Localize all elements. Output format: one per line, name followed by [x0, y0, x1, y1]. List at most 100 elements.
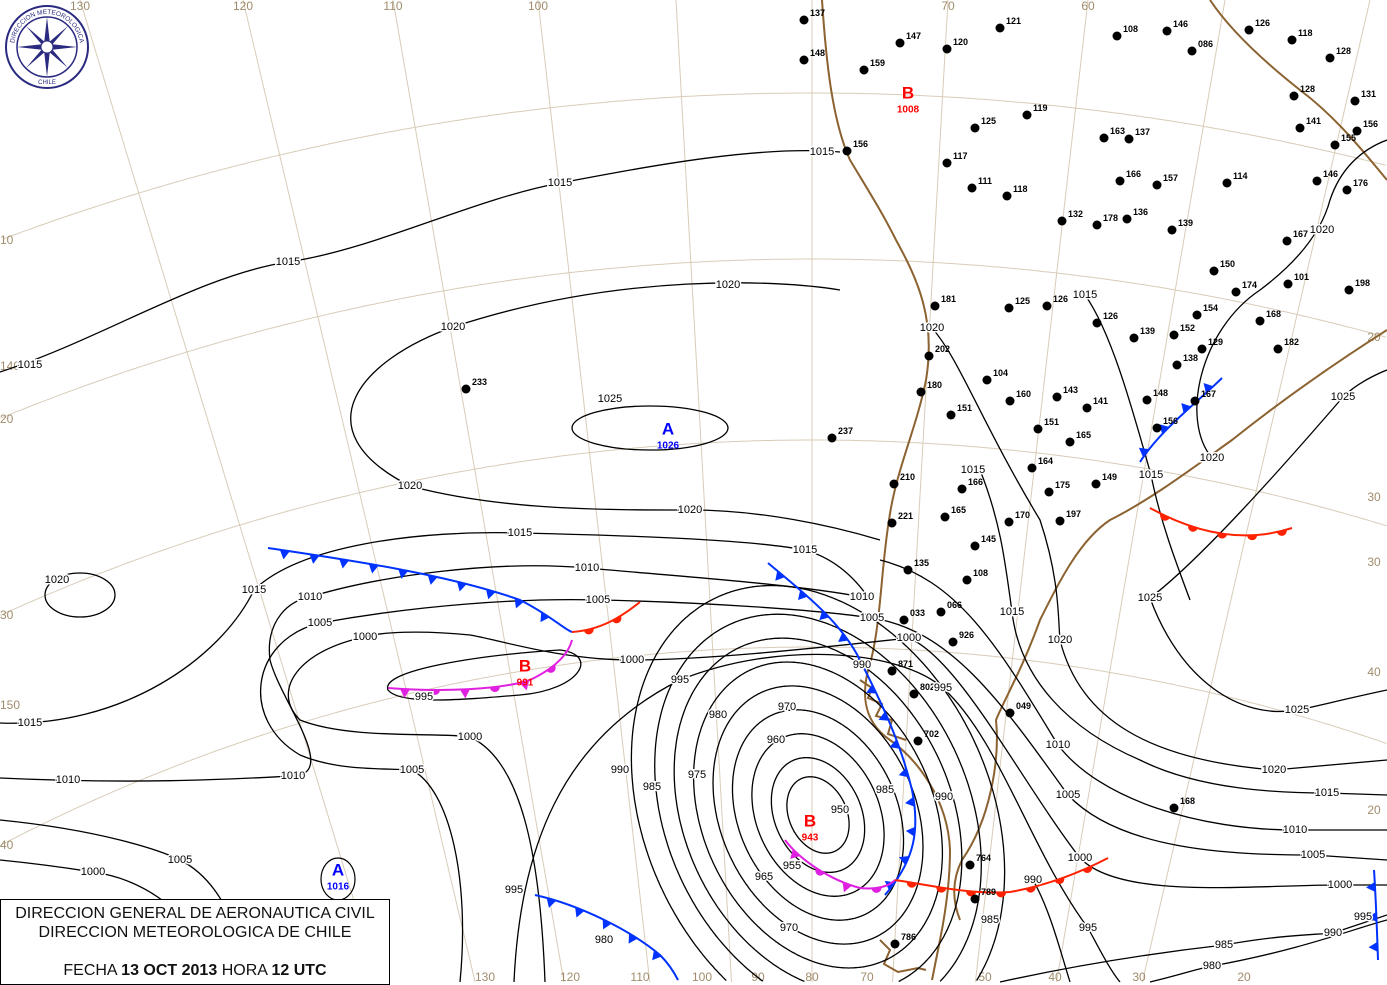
station-number: 135 — [914, 558, 929, 568]
station-circle-icon — [1092, 220, 1102, 230]
front-triangle-icon — [819, 610, 830, 621]
front-semicircle-icon — [546, 664, 556, 673]
station-circle-icon — [859, 65, 869, 75]
warm-front — [1149, 507, 1293, 537]
station-plot: 118 — [1287, 28, 1313, 45]
isobar-label: 1000 — [458, 731, 482, 743]
isobar-line — [786, 776, 850, 854]
station-plot: 131 — [1350, 89, 1376, 106]
time-prefix: HORA — [221, 962, 268, 979]
station-plot: 086 — [1187, 39, 1213, 56]
meridian-line — [1056, 0, 1226, 983]
station-circle-icon — [1342, 185, 1352, 195]
isobar-label: 1000 — [81, 866, 105, 878]
isobar-label: 1000 — [620, 654, 644, 666]
caption-agency: DIRECCION GENERAL DE AERONAUTICA CIVIL — [15, 905, 375, 922]
meridian-line — [675, 0, 732, 983]
isobar-label: 1015 — [18, 359, 42, 371]
station-plot: 146 — [1312, 169, 1338, 186]
isobar-label: 985 — [981, 914, 999, 926]
graticule-label: 20 — [1237, 970, 1251, 984]
station-circle-icon — [842, 146, 852, 156]
isobar-label: 1010 — [850, 591, 874, 603]
front-triangle-icon — [628, 933, 638, 944]
isobar-line — [1084, 294, 1191, 601]
front-triangle-icon — [878, 711, 889, 721]
station-number: 175 — [1055, 480, 1070, 490]
graticule-label: 110 — [630, 970, 649, 984]
front-triangle-icon — [309, 554, 320, 564]
station-number: 198 — [1355, 278, 1370, 288]
station-number: 114 — [1233, 171, 1248, 181]
station-plot: 139 — [1167, 218, 1193, 235]
isobar-label: 955 — [783, 860, 801, 872]
isobar-label: 1025 — [1331, 391, 1355, 403]
map-date: 13 OCT 2013 — [121, 962, 218, 979]
isobar-label: 1015 — [18, 717, 42, 729]
station-number: 789 — [981, 887, 996, 897]
station-circle-icon — [924, 351, 934, 361]
isobar-label: 1020 — [678, 504, 702, 516]
isobar-line — [350, 282, 881, 541]
isobar-label: 1015 — [1000, 606, 1024, 618]
station-plot: 104 — [982, 368, 1008, 385]
date-prefix: FECHA — [63, 962, 117, 979]
isobar-label: 1025 — [1138, 592, 1162, 604]
station-circle-icon — [982, 375, 992, 385]
station-number: 147 — [906, 31, 921, 41]
station-circle-icon — [1231, 287, 1241, 297]
front-triangle-icon — [842, 882, 852, 893]
station-plot: 145 — [970, 534, 996, 551]
isobar-label: 1020 — [1310, 224, 1334, 236]
front-triangle-icon — [1368, 941, 1378, 952]
isobars — [0, 139, 1387, 983]
station-plot: 141 — [1295, 116, 1321, 133]
station-circle-icon — [1005, 708, 1015, 718]
station-number: 139 — [1178, 218, 1193, 228]
station-number: 168 — [1180, 796, 1195, 806]
front-triangle-icon — [459, 689, 470, 699]
front-triangle-icon — [775, 570, 785, 581]
station-plot: 141 — [1082, 396, 1108, 413]
station-plot: 154 — [1192, 303, 1218, 320]
station-circle-icon — [1044, 487, 1054, 497]
cold-front — [534, 894, 679, 981]
station-plot: 167 — [1190, 389, 1216, 406]
isobar-label: 1015 — [548, 177, 572, 189]
station-circle-icon — [1152, 180, 1162, 190]
station-plot: 181 — [930, 294, 956, 311]
front-triangle-icon — [652, 950, 662, 961]
station-plot: 149 — [1091, 472, 1117, 489]
front-triangle-icon — [602, 919, 612, 930]
station-plot: 117 — [942, 151, 968, 168]
center-letter: A — [662, 419, 674, 438]
isobar-label: 1015 — [242, 584, 266, 596]
station-number: 156 — [1163, 416, 1178, 426]
isobar-label: 985 — [643, 781, 661, 793]
center-pressure: 991 — [517, 678, 534, 689]
compass-rose-icon: DIRECCION METEOROLOGICA CHILE — [5, 5, 89, 89]
station-circle-icon — [942, 44, 952, 54]
station-plot: 033 — [899, 608, 925, 625]
isobar-label: 985 — [876, 784, 894, 796]
isobar-labels: 1015 1015 1015 1015 1020 1020 1020 1020 1020 1020… — [16, 144, 1373, 973]
station-plot: 152 — [1169, 323, 1195, 340]
isobar-label: 995 — [1079, 922, 1097, 934]
station-number: 146 — [1173, 19, 1188, 29]
front-semicircle-icon — [1276, 529, 1287, 536]
station-plot: 764 — [965, 853, 991, 870]
graticule-label: 20 — [0, 412, 14, 426]
station-circle-icon — [1124, 134, 1134, 144]
front-triangle-icon — [852, 657, 864, 667]
station-circle-icon — [1092, 318, 1102, 328]
station-plot: 120 — [942, 37, 968, 54]
station-number: 156 — [1363, 119, 1378, 129]
station-plot: 150 — [1209, 259, 1235, 276]
station-number: 148 — [810, 48, 825, 58]
station-plot: 180 — [916, 380, 942, 397]
isobar-label: 1015 — [1139, 469, 1163, 481]
occluded-front — [387, 639, 573, 691]
station-plot: 135 — [903, 558, 929, 575]
isobar-line — [571, 405, 729, 451]
graticule-label: 130 — [70, 0, 90, 13]
